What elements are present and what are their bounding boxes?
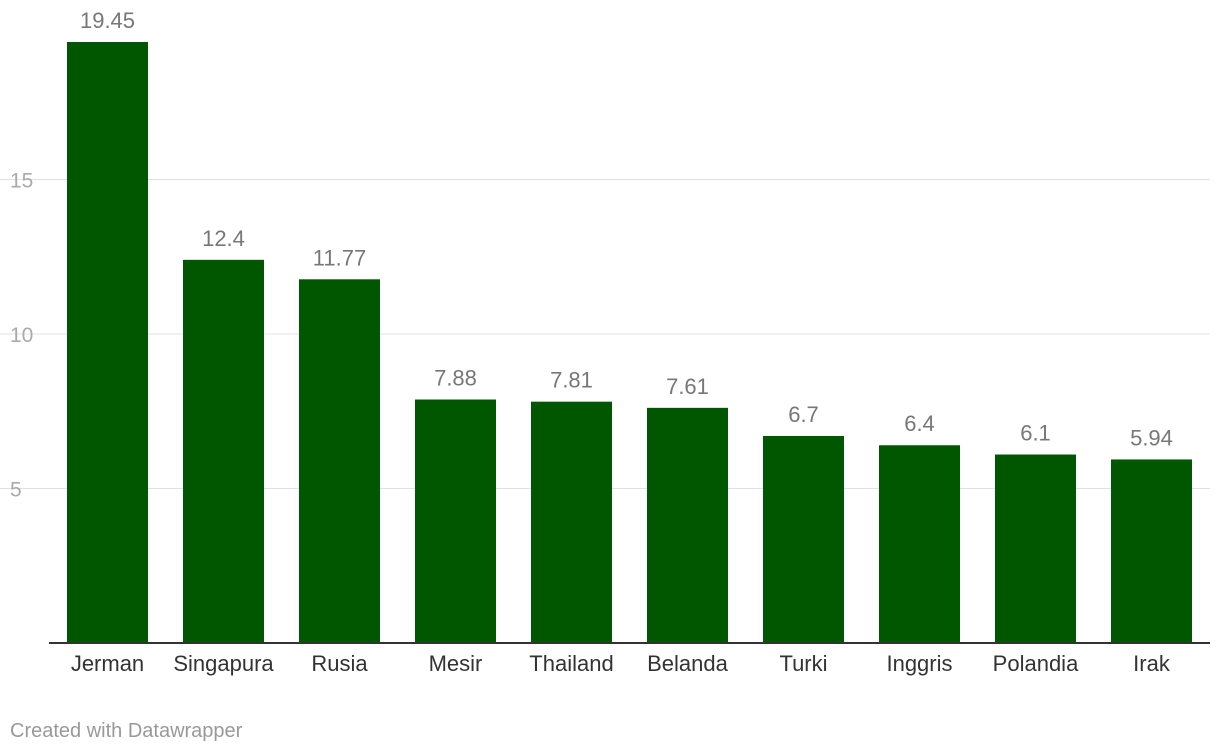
x-tick-label: Jerman [71,651,144,676]
value-label: 6.7 [788,402,819,427]
bar [299,279,380,643]
bar-chart: 5 10 15 19.45 Jerman 12.4 Singapura 11.77 Rusia… [0,8,1210,676]
credit-text: Created with Datawrapper [10,720,243,742]
x-tick-label: Polandia [993,651,1079,676]
bar [1111,459,1192,643]
bar [995,454,1076,643]
value-label: 19.45 [80,8,135,33]
y-tick-label: 5 [10,479,22,502]
value-label: 7.61 [666,374,709,399]
bar [183,259,264,643]
bar [763,435,844,643]
x-tick-label: Singapura [173,651,274,676]
value-label: 7.88 [434,366,477,391]
value-label: 5.94 [1130,425,1173,450]
value-label: 12.4 [202,226,245,251]
bar [415,399,496,643]
x-tick-label: Rusia [311,651,368,676]
y-tick-label: 15 [10,170,33,193]
value-label: 11.77 [313,245,366,270]
value-label: 6.1 [1020,421,1051,446]
x-tick-label: Turki [779,651,827,676]
bar-layer [67,41,1192,644]
x-tick-label: Belanda [647,651,729,676]
bar [879,445,960,643]
bar [67,41,148,644]
label-layer: 19.45 Jerman 12.4 Singapura 11.77 Rusia 7.88 Me… [71,8,1173,676]
x-tick-label: Inggris [886,651,952,676]
x-tick-label: Thailand [529,651,613,676]
value-label: 7.81 [550,368,593,393]
x-tick-label: Mesir [429,651,483,676]
y-tick-label: 10 [10,324,33,347]
value-label: 6.4 [904,411,935,436]
bar [647,407,728,643]
x-tick-label: Irak [1133,651,1171,676]
bar [531,401,612,643]
